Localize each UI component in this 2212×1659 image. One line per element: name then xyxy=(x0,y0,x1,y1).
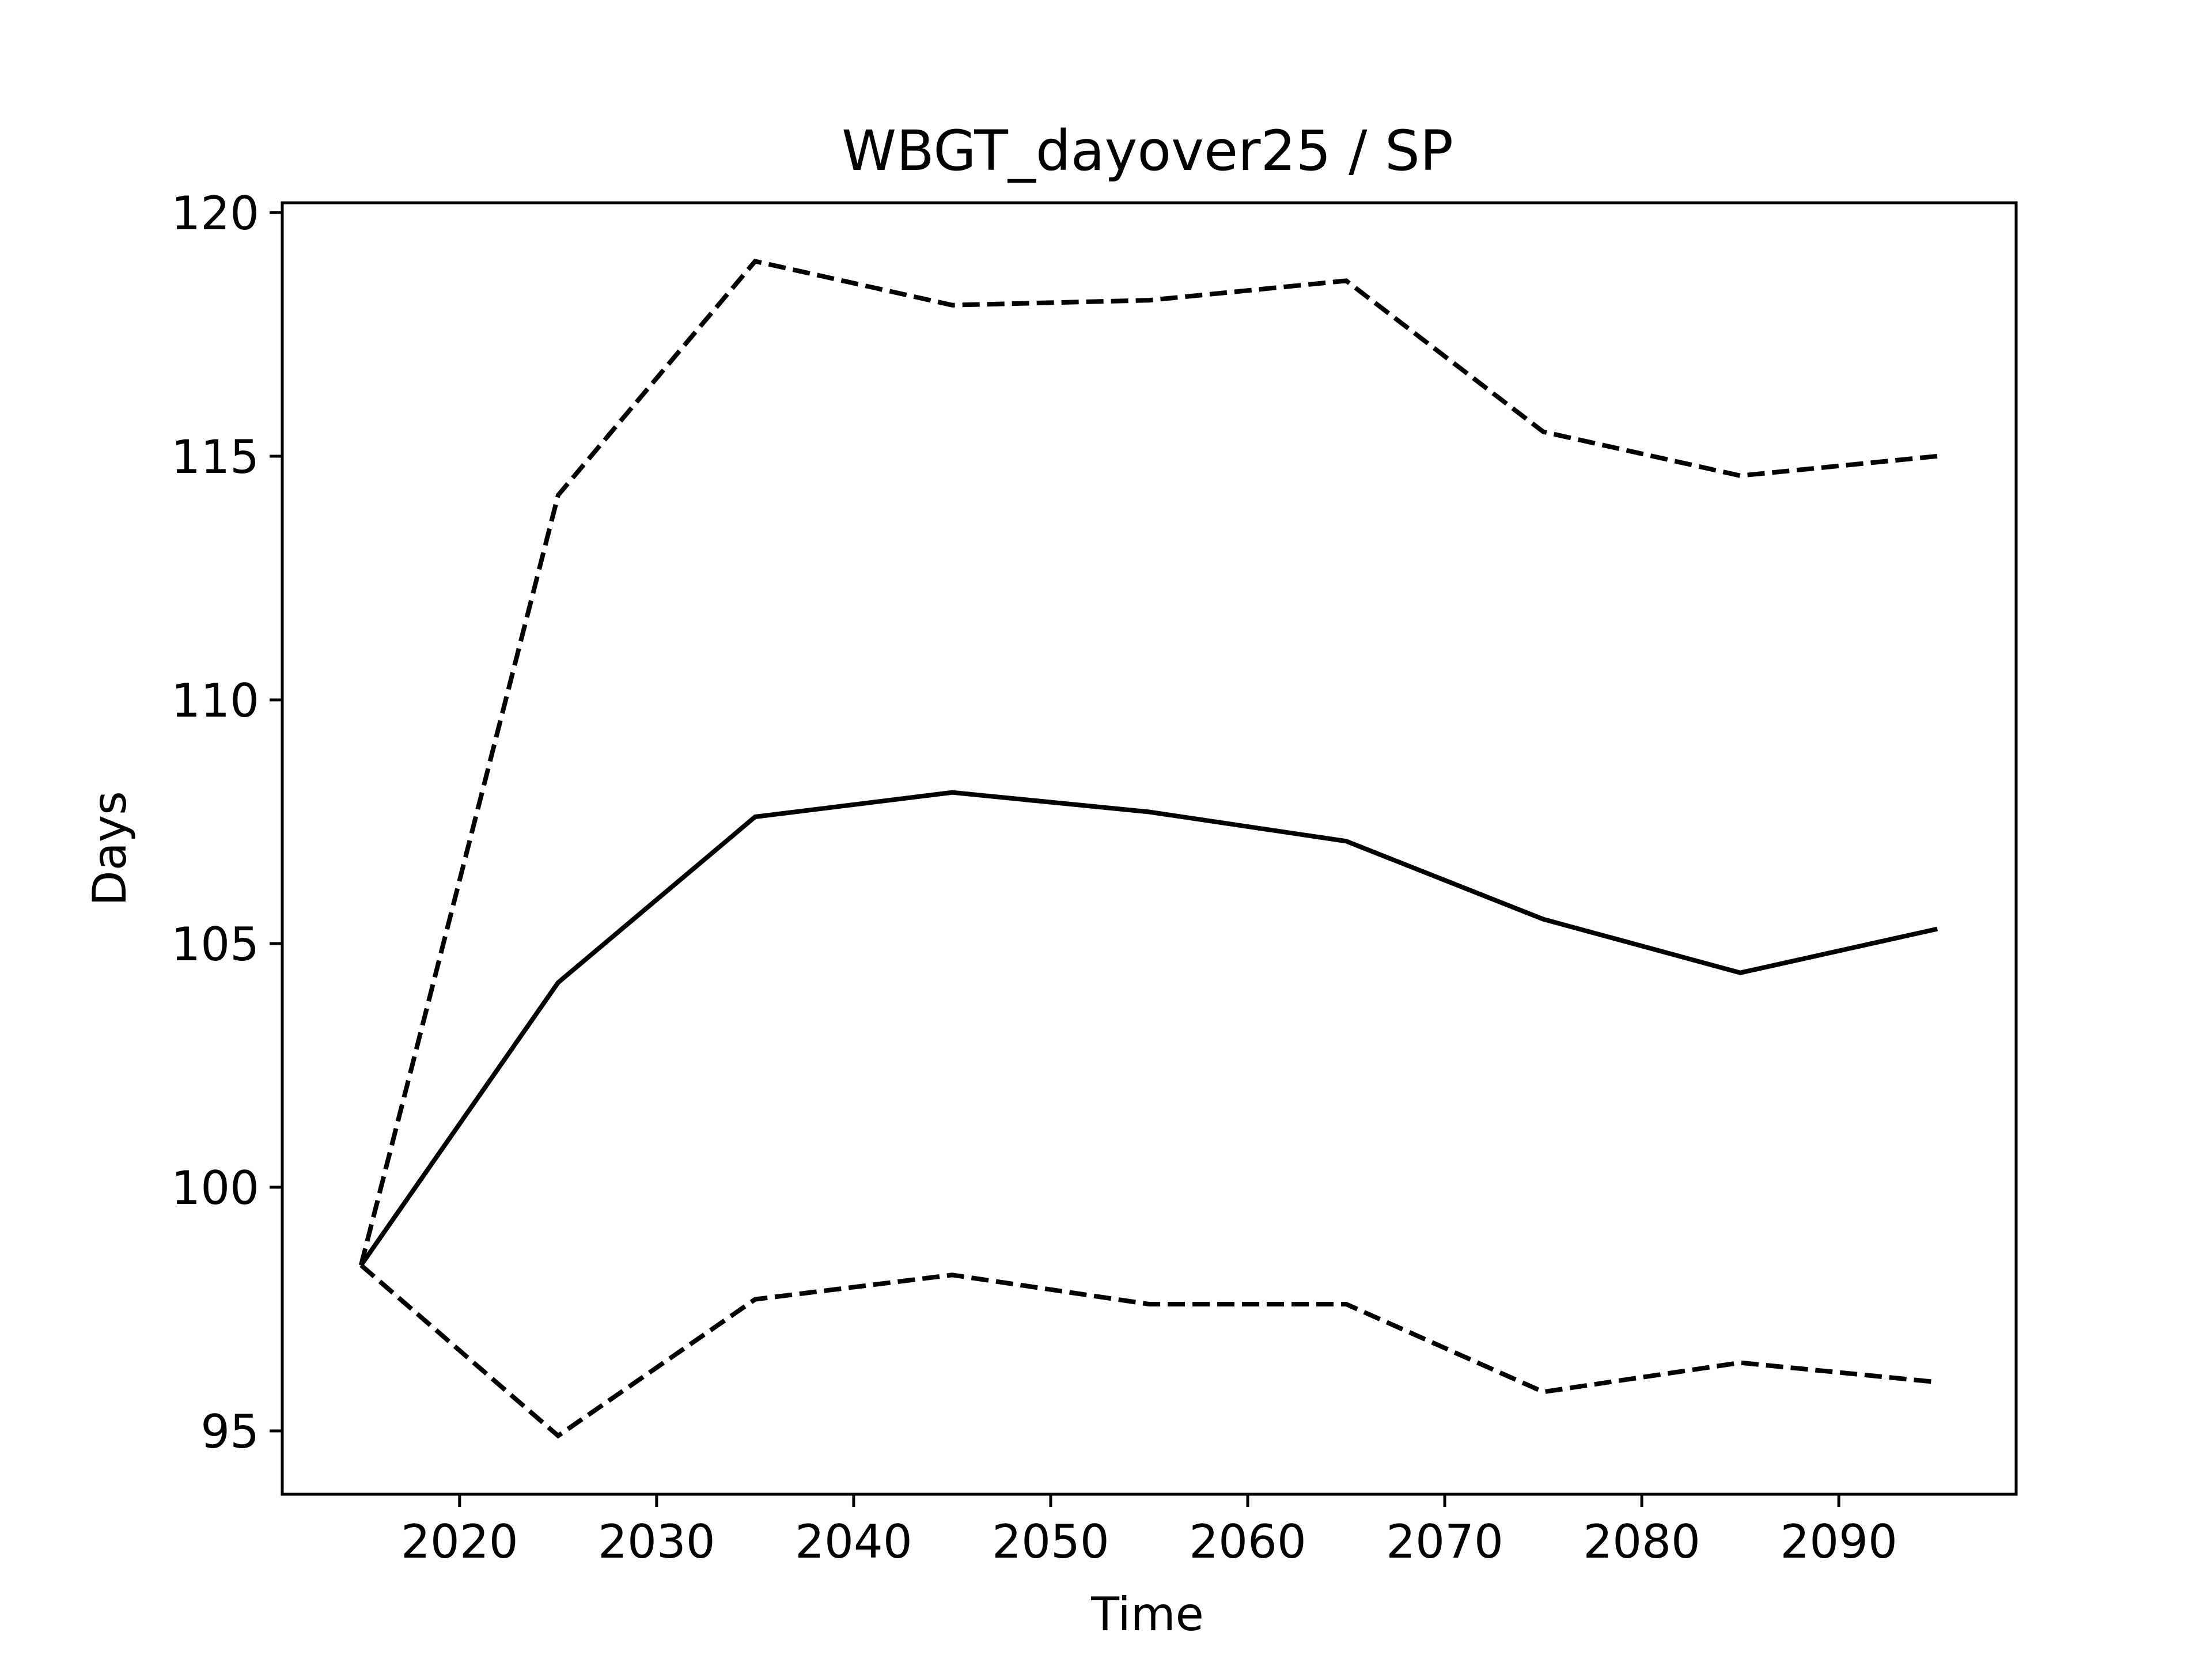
x-tick-label: 2050 xyxy=(992,1515,1109,1569)
plot-frame xyxy=(281,201,2018,1496)
y-axis: 95 100 105 110 115 120 xyxy=(171,187,282,1459)
series-layer xyxy=(358,259,1938,1439)
x-tick-label: 2070 xyxy=(1386,1515,1503,1569)
y-tick-label: 95 xyxy=(200,1405,259,1459)
x-tick-label: 2020 xyxy=(401,1515,518,1569)
chart-title: WBGT_dayover25 / SP xyxy=(842,119,1453,183)
x-tick-label: 2040 xyxy=(795,1515,912,1569)
x-axis: 2020 2030 2040 2050 2060 2070 2080 2090 xyxy=(401,1494,1897,1569)
series-line-2-solid xyxy=(359,790,1938,1267)
series-line-1-dashed xyxy=(358,259,1938,1266)
y-tick-label: 105 xyxy=(171,918,259,971)
y-tick-label: 115 xyxy=(171,430,259,484)
series-line-3-dashed xyxy=(359,1263,1938,1439)
y-tick-label: 100 xyxy=(171,1161,259,1215)
x-tick-label: 2030 xyxy=(598,1515,715,1569)
x-tick-label: 2090 xyxy=(1780,1515,1897,1569)
y-axis-label: Days xyxy=(83,791,137,906)
x-axis-label: Time xyxy=(1090,1588,1204,1641)
x-tick-label: 2060 xyxy=(1189,1515,1306,1569)
y-tick-label: 110 xyxy=(171,674,259,728)
x-tick-label: 2080 xyxy=(1583,1515,1700,1569)
y-tick-label: 120 xyxy=(171,187,259,240)
